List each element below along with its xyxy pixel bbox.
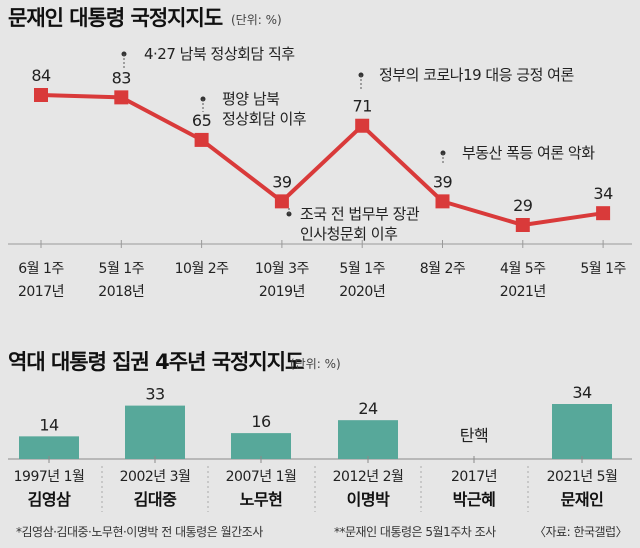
data-point [435,194,450,209]
annotation-text: 인사청문회 이후 [300,225,398,243]
data-point [596,206,611,221]
data-point [515,218,530,232]
footnote-monthly-survey: *김영삼·김대중·노무현·이명박 전 대통령은 월간조사 [16,525,263,539]
data-label: 34 [593,184,613,203]
x-tick-label: 8월 2주 [420,261,466,277]
impeachment-label: 탄핵 [460,426,488,445]
data-label: 39 [433,172,453,191]
data-point [194,132,209,147]
data-point [114,90,129,105]
data-point [34,88,48,102]
x-tick-label: 10월 2주 [175,261,230,277]
president-name: 이명박 [347,490,390,509]
x-tick-label: 2002년 3월 [120,469,191,485]
annotation-text: 4·27 남북 정상회담 직후 [144,45,295,63]
bar [231,433,291,459]
data-point [274,194,289,209]
data-label: 71 [353,97,372,116]
bar-chart-title: 역대 대통령 집권 4주년 국정지지도 [8,350,304,374]
x-tick-label: 2021년 5월 [547,469,618,485]
source-note: 〈자료: 한국갤럽〉 [534,525,627,539]
president-name: 박근혜 [453,490,496,509]
bar-value-label: 14 [39,415,59,434]
x-tick-label: 2012년 2월 [333,469,404,485]
bar-value-label: 16 [251,412,271,431]
annotation-text: 정부의 코로나19 대응 긍정 여론 [379,66,574,84]
data-label: 84 [31,66,51,85]
president-name: 노무현 [240,490,283,509]
x-tick-year-label: 2021년 [500,284,546,300]
x-tick-year-label: 2019년 [259,284,305,300]
line-chart-title: 문재인 대통령 국정지지도 [8,6,223,30]
data-label: 29 [513,196,533,215]
x-tick-year-label: 2020년 [339,284,385,300]
bar [552,404,612,459]
data-label: 65 [192,111,211,130]
annotation-text: 부동산 폭등 여론 악화 [462,144,595,162]
x-tick-label: 5월 1주 [580,261,626,277]
x-tick-label: 6월 1주 [18,261,64,277]
x-tick-label: 4월 5주 [500,261,546,277]
x-tick-label: 10월 3주 [255,261,310,277]
line-chart-unit: (단위: %) [231,13,282,27]
x-tick-year-label: 2018년 [98,284,144,300]
bar-value-label: 34 [572,383,592,402]
line-chart: 84 83 65 39 71 39 29 34 6월 1주 2017년 5월 1주 2018년 10월 … [8,45,632,300]
x-tick-label: 5월 1주 [99,261,145,277]
x-tick-label: 5월 1주 [339,261,385,277]
footnote-weekly-survey: **문재인 대통령은 5월1주차 조사 [334,525,496,539]
president-name: 문재인 [561,490,604,509]
data-point [355,118,370,133]
bar [125,405,185,459]
bar-value-label: 33 [145,385,164,404]
x-tick-label: 2007년 1월 [226,469,297,485]
bar-value-label: 24 [358,399,378,418]
x-tick-label: 2017년 [451,469,497,485]
data-label: 39 [272,172,292,191]
annotation-text: 정상회담 이후 [222,110,307,128]
president-name: 김영삼 [28,490,71,509]
bar [19,436,79,459]
approval-series-line [40,93,604,227]
annotation-text: 조국 전 법무부 장관 [300,205,420,223]
data-label: 83 [112,68,131,87]
x-tick-year-label: 2017년 [18,284,64,300]
x-tick-label: 1997년 1월 [14,469,85,485]
annotation-text: 평양 남북 [222,90,279,108]
president-name: 김대중 [134,490,177,509]
bar-chart-unit: (단위: %) [290,357,341,371]
bar [338,420,398,459]
